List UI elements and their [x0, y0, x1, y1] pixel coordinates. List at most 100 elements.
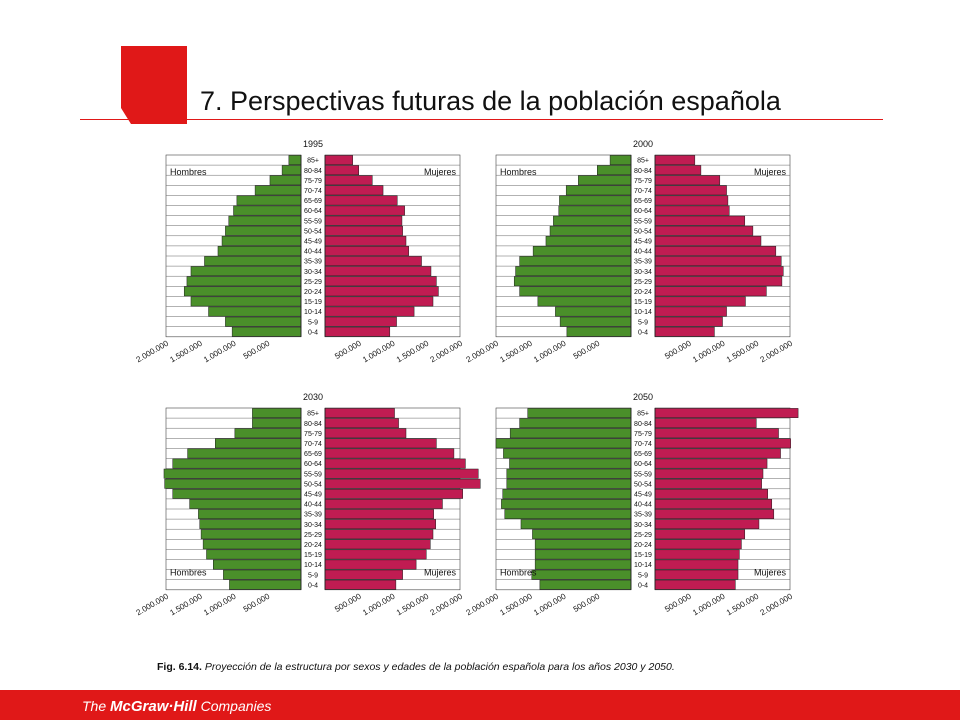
bar-men [597, 165, 632, 176]
bar-women [654, 256, 782, 266]
pyramid-chart-2050: 2050 0-4 5-9 10-14 15-19 20-24 25-29 30-34 35-39… [465, 392, 799, 617]
bar-men [187, 448, 302, 459]
bar-women [324, 438, 437, 449]
x-tick-label: 1.000.000 [691, 591, 727, 617]
age-group-label: 50-54 [634, 228, 652, 235]
age-group-label: 85+ [637, 411, 649, 418]
bar-women [324, 256, 422, 266]
age-group-label: 45-49 [634, 492, 652, 499]
bar-men [527, 408, 632, 418]
bar-men [559, 316, 632, 327]
x-tick-label: 500.000 [242, 338, 272, 361]
bar-men [515, 266, 632, 277]
bar-women [324, 559, 417, 570]
bar-women [324, 428, 407, 439]
age-group-label: 75-79 [634, 178, 652, 185]
x-tick-label: 1.000.000 [202, 338, 238, 364]
age-group-label: 45-49 [304, 492, 322, 499]
age-group-label: 70-74 [634, 188, 652, 195]
bar-women [654, 246, 777, 256]
age-group-label: 25-29 [634, 532, 652, 539]
women-label: Mujeres [424, 568, 457, 578]
x-tick-label: 500.000 [663, 338, 693, 361]
bar-men [531, 569, 632, 580]
age-group-label: 60-64 [304, 461, 322, 468]
bar-women [654, 408, 799, 418]
bar-men [509, 428, 632, 439]
bar-women [324, 529, 434, 540]
men-label: Hombres [170, 167, 207, 177]
bar-men [163, 468, 302, 479]
bar-women [654, 175, 721, 186]
bar-women [324, 185, 384, 196]
bar-men [566, 326, 632, 337]
bar-men [506, 478, 632, 489]
age-group-label: 0-4 [308, 329, 318, 336]
bar-women [324, 509, 434, 519]
bar-men [269, 175, 302, 186]
bar-women [654, 428, 779, 439]
publisher-logo-brand: McGraw·Hill [110, 698, 197, 715]
bar-men [534, 549, 632, 560]
age-group-label: 0-4 [638, 329, 648, 336]
age-group-label: 15-19 [634, 552, 652, 559]
age-group-label: 65-69 [304, 451, 322, 458]
bar-women [654, 488, 768, 499]
age-group-label: 15-19 [304, 552, 322, 559]
age-group-label: 10-14 [634, 562, 652, 569]
age-group-label: 60-64 [304, 208, 322, 215]
x-tick-label: 2.000.000 [759, 591, 795, 617]
age-group-label: 70-74 [634, 441, 652, 448]
caption-figure-number: Fig. 6.14. [157, 661, 202, 673]
bar-women [654, 478, 762, 489]
bar-women [324, 296, 434, 307]
bar-men [555, 306, 632, 317]
bar-men [206, 549, 302, 560]
bar-men [281, 165, 302, 176]
x-tick-label: 2.000.000 [465, 591, 501, 617]
x-tick-label: 1.500.000 [498, 591, 534, 617]
bar-women [324, 316, 397, 327]
x-tick-label: 1.500.000 [168, 591, 204, 617]
age-group-label: 35-39 [304, 259, 322, 266]
bar-women [324, 266, 432, 277]
bar-men [578, 175, 632, 186]
bar-men [231, 326, 302, 337]
x-tick-label: 500.000 [333, 338, 363, 361]
age-group-label: 85+ [307, 158, 319, 165]
bar-women [654, 458, 768, 469]
x-tick-label: 1.500.000 [498, 338, 534, 364]
bar-men [172, 458, 302, 469]
age-group-label: 0-4 [638, 582, 648, 589]
age-group-label: 55-59 [634, 218, 652, 225]
bar-men [234, 428, 302, 439]
bar-men [513, 276, 632, 287]
bar-women [654, 205, 730, 216]
bar-men [504, 509, 632, 519]
age-group-label: 5-9 [308, 319, 318, 326]
x-tick-label: 1.500.000 [168, 338, 204, 364]
bar-women [324, 175, 373, 186]
x-tick-label: 500.000 [663, 591, 693, 614]
age-group-label: 40-44 [304, 249, 322, 256]
bar-women [654, 509, 775, 519]
bar-women [324, 499, 443, 509]
age-group-label: 20-24 [634, 542, 652, 549]
age-group-label: 25-29 [304, 532, 322, 539]
bar-women [654, 438, 791, 449]
age-group-label: 60-64 [634, 208, 652, 215]
bar-men [254, 185, 302, 196]
age-group-label: 25-29 [304, 279, 322, 286]
bar-men [236, 195, 302, 206]
bar-women [654, 468, 764, 479]
age-group-label: 30-34 [634, 269, 652, 276]
bar-men [252, 418, 302, 429]
bar-men [202, 539, 302, 550]
publisher-logo-pre: The [82, 698, 111, 714]
bar-men [200, 529, 302, 540]
bar-men [519, 256, 632, 266]
age-group-label: 20-24 [304, 542, 322, 549]
men-label: Hombres [500, 568, 537, 578]
x-tick-label: 1.500.000 [395, 338, 431, 364]
x-tick-label: 2.000.000 [465, 338, 501, 364]
